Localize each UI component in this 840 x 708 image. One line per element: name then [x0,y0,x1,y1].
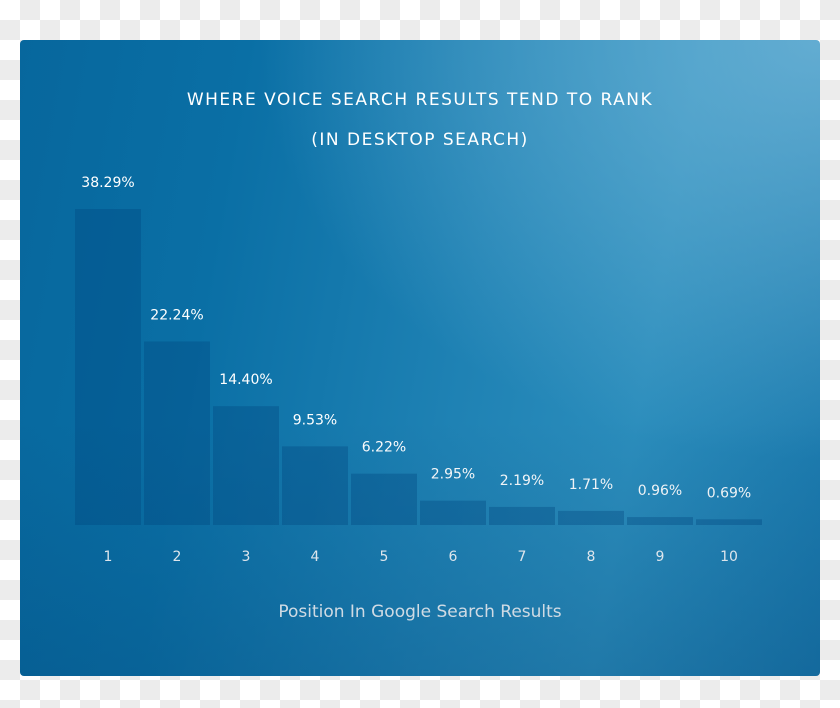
chart-card: WHERE VOICE SEARCH RESULTS TEND TO RANK … [20,40,820,676]
bar-10 [696,519,762,525]
x-tick-label: 4 [311,549,320,565]
x-tick-label: 1 [104,549,113,565]
x-tick-label: 9 [656,549,665,565]
bar-2 [144,341,210,525]
x-tick-label: 7 [518,549,527,565]
bar-6 [420,500,486,525]
chart-title: WHERE VOICE SEARCH RESULTS TEND TO RANK [186,90,654,110]
bar-4 [282,446,348,525]
data-label: 14.40% [219,372,272,388]
x-tick-label: 3 [242,549,251,565]
x-tick-label: 10 [720,549,738,565]
data-label: 2.19% [500,473,544,489]
data-label: 38.29% [81,175,134,191]
bar-3 [213,406,279,525]
x-tick-label: 6 [449,549,458,565]
data-label: 0.69% [707,485,751,501]
x-axis-label: Position In Google Search Results [278,602,562,622]
x-tick-label: 5 [380,549,389,565]
data-label: 1.71% [569,477,613,493]
bar-5 [351,473,417,525]
data-label: 2.95% [431,467,475,483]
bar-plot: 38.29% 1 22.24% 2 14.40% 3 9.53% 4 6.22% 5 2.95% 6 2… [75,175,762,565]
data-label: 22.24% [150,307,203,323]
bar-9 [627,517,693,525]
bar-1 [75,209,141,525]
x-tick-label: 8 [587,549,596,565]
data-label: 6.22% [362,440,406,456]
bar-8 [558,510,624,525]
bar-7 [489,506,555,525]
data-label: 9.53% [293,412,337,428]
data-label: 0.96% [638,483,682,499]
chart-subtitle: (IN DESKTOP SEARCH) [311,130,529,150]
x-tick-label: 2 [173,549,182,565]
